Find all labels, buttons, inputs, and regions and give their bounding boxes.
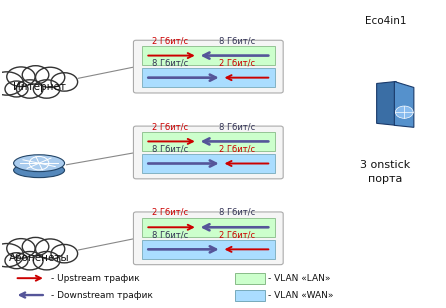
Text: 8 Гбит/с: 8 Гбит/с bbox=[152, 59, 188, 67]
Ellipse shape bbox=[14, 155, 65, 172]
Bar bbox=[235, 290, 265, 301]
Text: - VLAN «LAN»: - VLAN «LAN» bbox=[268, 274, 330, 283]
Text: Eco4in1: Eco4in1 bbox=[365, 16, 406, 26]
Circle shape bbox=[396, 106, 413, 118]
Text: 8 Гбит/с: 8 Гбит/с bbox=[219, 208, 256, 217]
Text: 2 Гбит/с: 2 Гбит/с bbox=[152, 208, 188, 217]
FancyBboxPatch shape bbox=[133, 212, 283, 265]
Bar bbox=[142, 154, 275, 173]
Circle shape bbox=[33, 80, 60, 98]
Text: Интернет: Интернет bbox=[12, 82, 66, 91]
FancyBboxPatch shape bbox=[133, 126, 283, 179]
Text: - VLAN «WAN»: - VLAN «WAN» bbox=[268, 290, 334, 300]
Text: Абоненеты: Абоненеты bbox=[9, 253, 70, 263]
Text: 2 Гбит/с: 2 Гбит/с bbox=[152, 122, 188, 131]
Circle shape bbox=[5, 253, 28, 269]
Text: 2 Гбит/с: 2 Гбит/с bbox=[219, 144, 256, 153]
Text: 8 Гбит/с: 8 Гбит/с bbox=[152, 144, 188, 153]
Polygon shape bbox=[376, 82, 396, 125]
Text: 2 Гбит/с: 2 Гбит/с bbox=[152, 36, 188, 45]
Circle shape bbox=[7, 67, 35, 87]
Circle shape bbox=[36, 67, 65, 87]
Text: - Downstream трафик: - Downstream трафик bbox=[51, 290, 153, 300]
Bar bbox=[142, 46, 275, 65]
Circle shape bbox=[7, 239, 35, 258]
Text: 2 Гбит/с: 2 Гбит/с bbox=[219, 230, 256, 239]
Circle shape bbox=[36, 239, 65, 259]
Text: 2 Гбит/с: 2 Гбит/с bbox=[219, 59, 256, 67]
FancyBboxPatch shape bbox=[133, 40, 283, 93]
Circle shape bbox=[17, 80, 43, 98]
Bar bbox=[142, 68, 275, 87]
Bar bbox=[235, 273, 265, 284]
Ellipse shape bbox=[14, 163, 65, 178]
Circle shape bbox=[22, 237, 49, 256]
Text: - Upstream трафик: - Upstream трафик bbox=[51, 274, 140, 283]
Circle shape bbox=[17, 252, 43, 270]
Circle shape bbox=[0, 72, 24, 95]
Circle shape bbox=[22, 66, 49, 84]
Bar bbox=[142, 240, 275, 259]
Circle shape bbox=[0, 244, 24, 267]
Polygon shape bbox=[394, 82, 414, 127]
Circle shape bbox=[51, 73, 78, 91]
Text: 8 Гбит/с: 8 Гбит/с bbox=[152, 230, 188, 239]
Text: 8 Гбит/с: 8 Гбит/с bbox=[219, 122, 256, 131]
Circle shape bbox=[33, 252, 60, 270]
Circle shape bbox=[51, 245, 78, 263]
Bar bbox=[142, 218, 275, 237]
Bar bbox=[142, 132, 275, 151]
Text: 3 onstick
порта: 3 onstick порта bbox=[360, 160, 411, 184]
Circle shape bbox=[5, 81, 28, 97]
Text: 8 Гбит/с: 8 Гбит/с bbox=[219, 36, 256, 45]
